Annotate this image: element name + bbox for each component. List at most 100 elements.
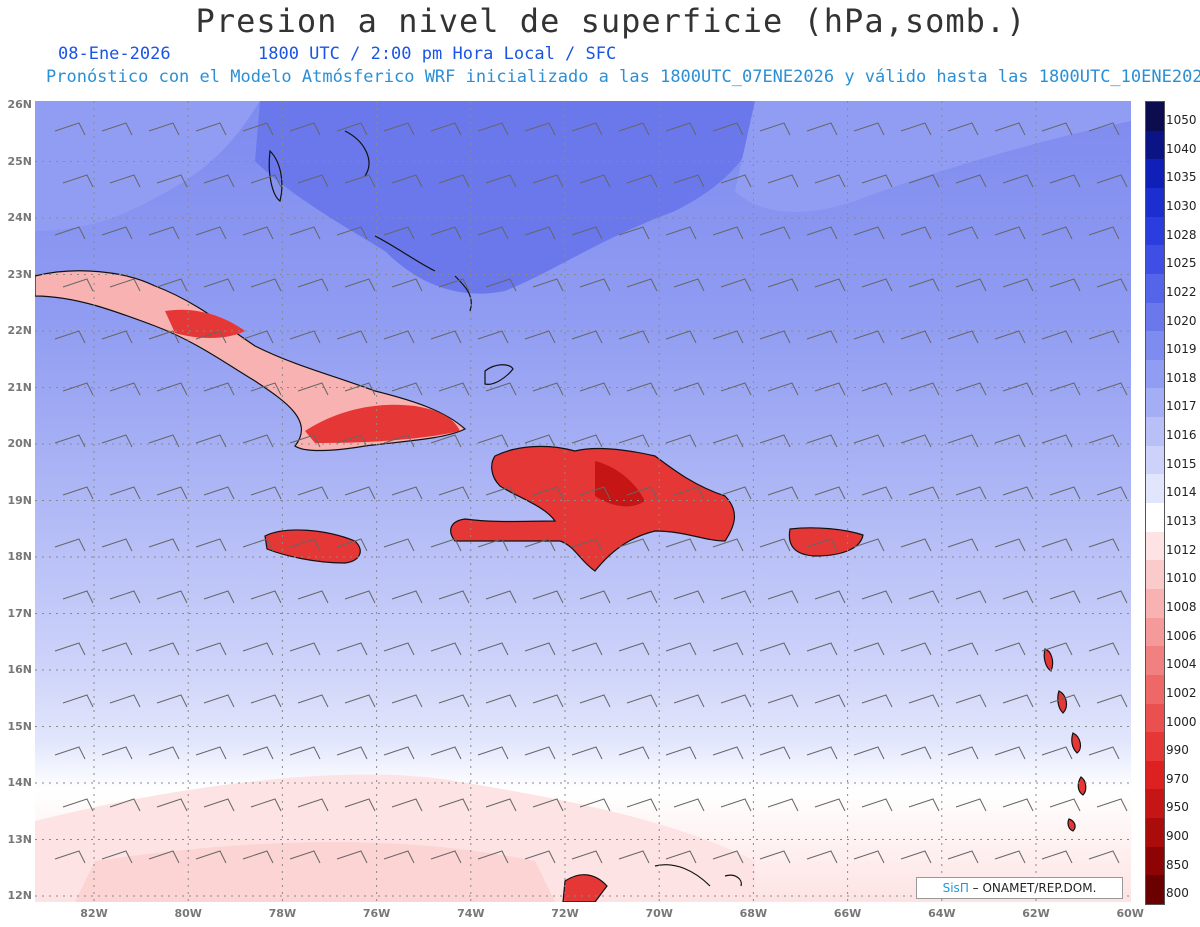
lat-label: 15N xyxy=(7,719,32,733)
wind-barb xyxy=(485,486,517,500)
wind-barb xyxy=(203,174,235,188)
wind-barb xyxy=(861,798,893,812)
wind-barb xyxy=(109,382,141,396)
wind-barb xyxy=(861,174,893,188)
lon-label: 66W xyxy=(833,907,862,920)
lat-label: 21N xyxy=(7,380,32,394)
wind-barb xyxy=(853,642,885,656)
puerto-rico xyxy=(788,527,864,557)
wind-barb xyxy=(383,850,415,864)
credit-brand: SisΠ xyxy=(942,881,969,895)
wind-barb xyxy=(289,226,321,240)
wind-barb xyxy=(391,174,423,188)
colorbar-segment xyxy=(1146,359,1164,389)
wind-barb xyxy=(336,850,368,864)
colorbar-label: 1028 xyxy=(1166,227,1197,242)
wind-barb xyxy=(250,174,282,188)
wind-barb xyxy=(109,278,141,292)
wind-barb xyxy=(947,642,979,656)
colorbar-label: 1018 xyxy=(1166,370,1197,385)
wind-barb xyxy=(195,850,227,864)
wind-barb xyxy=(900,330,932,344)
wind-barb xyxy=(814,590,846,604)
wind-barb xyxy=(383,642,415,656)
wind-barb xyxy=(1088,850,1120,864)
wind-barb xyxy=(62,174,94,188)
cuba-low-east xyxy=(305,404,460,443)
wind-barb xyxy=(289,330,321,344)
colorbar-label: 900 xyxy=(1166,829,1189,844)
colorbar-label: 1022 xyxy=(1166,284,1197,299)
colorbar-segment xyxy=(1146,388,1164,418)
wind-barb xyxy=(156,486,188,500)
wind-barb xyxy=(1002,486,1034,500)
colorbar-segment xyxy=(1146,617,1164,647)
wind-barb xyxy=(861,486,893,500)
wind-barb xyxy=(430,122,462,136)
wind-barb xyxy=(579,590,611,604)
colorbar-segment xyxy=(1146,159,1164,189)
lat-label: 12N xyxy=(7,889,32,902)
grid-lines xyxy=(35,101,1131,902)
wind-barb xyxy=(336,330,368,344)
wind-barb xyxy=(955,694,987,708)
wind-barb xyxy=(383,226,415,240)
wind-barb xyxy=(571,434,603,448)
wind-barb xyxy=(250,694,282,708)
colorbar-segment xyxy=(1146,445,1164,475)
wind-barb xyxy=(1002,798,1034,812)
colorbar-segment xyxy=(1146,245,1164,275)
wind-barb xyxy=(712,330,744,344)
wind-barb xyxy=(156,174,188,188)
wind-barb xyxy=(438,798,470,812)
wind-barb xyxy=(1041,122,1073,136)
wind-barb xyxy=(148,330,180,344)
lon-label: 82W xyxy=(80,907,108,920)
valid-date: 08-Ene-2026 xyxy=(58,44,171,64)
wind-barb xyxy=(947,122,979,136)
wind-barb xyxy=(814,278,846,292)
wind-barb xyxy=(908,382,940,396)
wind-barb xyxy=(62,694,94,708)
wind-barb xyxy=(665,538,697,552)
high-pressure-core xyxy=(255,101,757,294)
colorbar-label: 1050 xyxy=(1166,113,1197,127)
wind-barb xyxy=(767,694,799,708)
wind-barb xyxy=(1088,538,1120,552)
bahamas-andros xyxy=(268,149,283,203)
colorbar-label: 1025 xyxy=(1166,256,1197,271)
wind-barb xyxy=(344,798,376,812)
wind-barb xyxy=(947,226,979,240)
wind-barb xyxy=(242,642,274,656)
wind-barb xyxy=(430,642,462,656)
st-vincent xyxy=(1067,818,1076,832)
wind-barb xyxy=(1041,434,1073,448)
lat-label: 24N xyxy=(7,211,32,224)
wind-barb xyxy=(242,122,274,136)
wind-barb xyxy=(148,226,180,240)
wind-barb xyxy=(101,642,133,656)
wind-barb xyxy=(195,746,227,760)
wind-barb xyxy=(54,226,86,240)
martinique xyxy=(1071,732,1082,754)
wind-barb xyxy=(62,486,94,500)
wind-barb xyxy=(438,278,470,292)
wind-barb xyxy=(1049,590,1081,604)
colorbar-segment xyxy=(1146,531,1164,561)
wind-barb xyxy=(54,538,86,552)
wind-barb xyxy=(1041,330,1073,344)
wind-barb xyxy=(955,278,987,292)
wind-barb xyxy=(430,538,462,552)
wind-barb xyxy=(62,590,94,604)
wind-barb xyxy=(477,850,509,864)
wind-barb xyxy=(626,278,658,292)
wind-barb xyxy=(148,642,180,656)
wind-barb xyxy=(900,642,932,656)
wind-barb xyxy=(579,278,611,292)
wind-barb xyxy=(814,382,846,396)
wind-barb xyxy=(289,434,321,448)
colorbar-segment xyxy=(1146,302,1164,332)
wind-barb xyxy=(759,122,791,136)
wind-barb xyxy=(994,330,1026,344)
bahamas-south xyxy=(374,235,472,312)
